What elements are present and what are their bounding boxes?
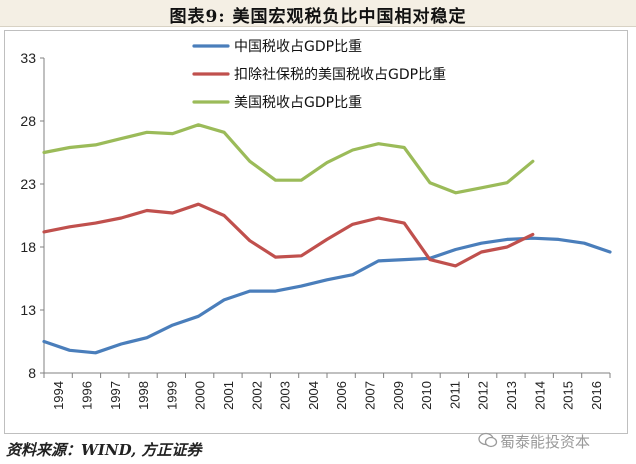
figure-title-bar: 图表9: 美国宏观税负比中国相对稳定 [0, 0, 636, 27]
y-tick-label: 23 [20, 176, 36, 192]
x-tick-label: 2011 [447, 381, 462, 409]
x-tick-label: 2014 [532, 381, 547, 410]
x-tick-label: 1998 [136, 381, 151, 410]
x-tick-label: 2016 [589, 381, 604, 410]
source-note: 资料来源：WIND, 方正证券 [6, 441, 202, 459]
x-tick-label: 2002 [249, 381, 264, 410]
wechat-icon [478, 432, 498, 448]
legend-label: 中国税收占GDP比重 [234, 39, 362, 55]
legend-label: 美国税收占GDP比重 [234, 95, 362, 111]
x-tick-label: 2000 [193, 381, 208, 410]
series-line-1 [42, 236, 612, 355]
x-tick-label: 2012 [476, 381, 491, 410]
x-tick-label: 2003 [278, 381, 293, 410]
y-tick-label: 18 [20, 239, 36, 255]
y-tick-label: 13 [20, 302, 36, 318]
y-tick-label: 33 [20, 50, 36, 66]
x-tick-label: 1994 [51, 381, 66, 410]
series-line-3 [42, 123, 535, 195]
legend-label: 扣除社保税的美国税收占GDP比重 [234, 67, 446, 83]
watermark: 蜀泰能投资本 [500, 433, 591, 451]
figure-title: 图表9: 美国宏观税负比中国相对稳定 [169, 7, 467, 27]
x-tick-label: 1997 [108, 381, 123, 410]
x-tick-label: 2006 [334, 381, 349, 410]
x-tick-label: 2010 [419, 381, 434, 410]
x-tick-label: 1999 [164, 381, 179, 410]
y-tick-label: 8 [28, 365, 36, 381]
line-chart: 8 13 18 23 28 33 1994 1996 1997 1998 1999 2000 2001 2… [20, 39, 612, 410]
x-tick-label: 2015 [561, 381, 576, 410]
x-tick-label: 2009 [391, 381, 406, 410]
x-tick-label: 2007 [362, 381, 377, 410]
y-tick-label: 28 [20, 113, 36, 129]
chart-axes: 8 13 18 23 28 33 1994 1996 1997 1998 1999 2000 2001 2… [20, 50, 611, 410]
chart-frame [4, 30, 628, 434]
chart-lines [42, 123, 612, 355]
x-tick-label: 2013 [504, 381, 519, 410]
x-tick-label: 2001 [221, 381, 236, 410]
x-tick-label: 1996 [79, 381, 94, 410]
series-line-2 [42, 202, 535, 268]
x-tick-label: 2004 [306, 381, 321, 410]
